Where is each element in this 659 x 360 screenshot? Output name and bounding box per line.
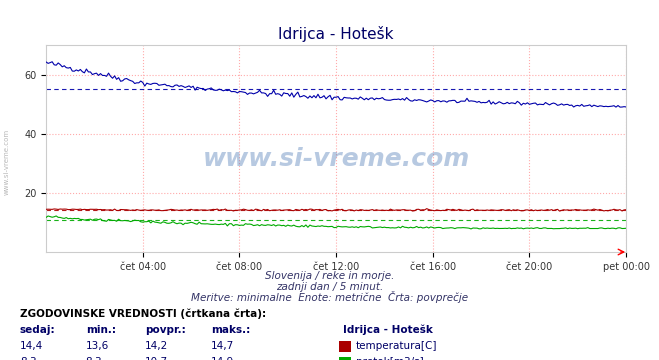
Text: www.si-vreme.com: www.si-vreme.com: [202, 147, 470, 171]
Text: Slovenija / reke in morje.: Slovenija / reke in morje.: [265, 271, 394, 281]
Text: temperatura[C]: temperatura[C]: [356, 341, 438, 351]
Text: zadnji dan / 5 minut.: zadnji dan / 5 minut.: [276, 282, 383, 292]
Text: 14,9: 14,9: [211, 357, 234, 360]
Text: min.:: min.:: [86, 325, 116, 335]
Text: 8,3: 8,3: [86, 357, 102, 360]
Bar: [339, 357, 351, 360]
Text: sedaj:: sedaj:: [20, 325, 55, 335]
Text: pretok[m3/s]: pretok[m3/s]: [356, 357, 424, 360]
Text: 13,6: 13,6: [86, 341, 109, 351]
Text: ZGODOVINSKE VREDNOSTI (črtkana črta):: ZGODOVINSKE VREDNOSTI (črtkana črta):: [20, 308, 266, 319]
Text: 10,7: 10,7: [145, 357, 168, 360]
Text: Meritve: minimalne  Enote: metrične  Črta: povprečje: Meritve: minimalne Enote: metrične Črta:…: [191, 291, 468, 303]
Text: 14,7: 14,7: [211, 341, 234, 351]
Text: 14,4: 14,4: [20, 341, 43, 351]
Text: maks.:: maks.:: [211, 325, 250, 335]
Text: povpr.:: povpr.:: [145, 325, 186, 335]
Text: 8,3: 8,3: [20, 357, 36, 360]
Title: Idrijca - Hotešk: Idrijca - Hotešk: [278, 26, 394, 42]
Text: Idrijca - Hotešk: Idrijca - Hotešk: [343, 324, 432, 335]
Bar: [339, 341, 351, 352]
Text: 14,2: 14,2: [145, 341, 168, 351]
Text: www.si-vreme.com: www.si-vreme.com: [3, 129, 9, 195]
